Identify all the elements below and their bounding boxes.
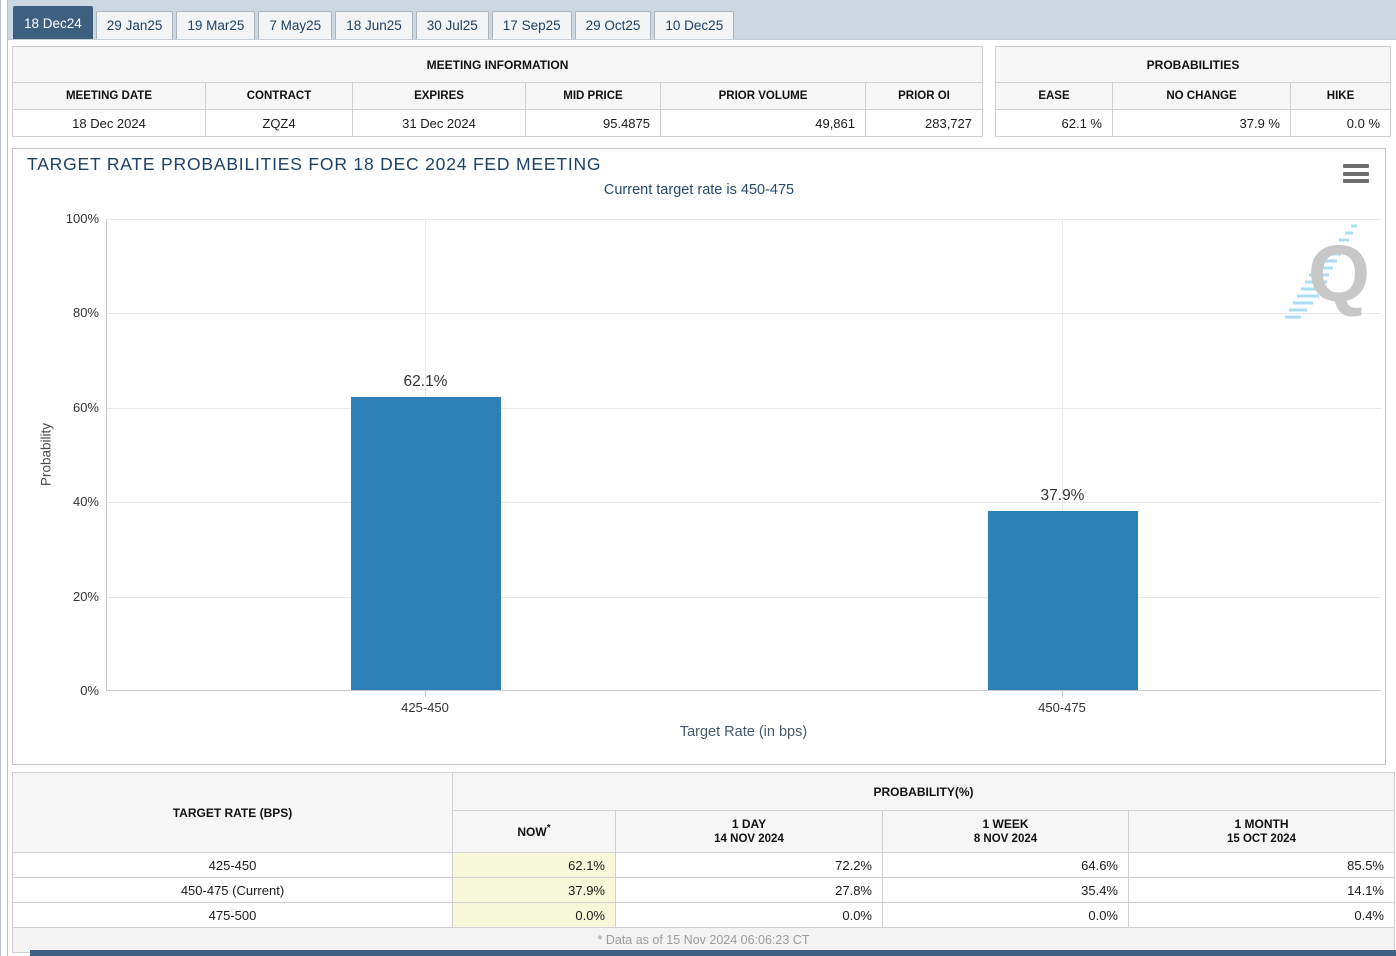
col-hike: HIKE xyxy=(1289,82,1392,110)
data-as-of-footnote: * Data as of 15 Nov 2024 06:06:23 CT xyxy=(12,927,1395,953)
ytick-40: 40% xyxy=(72,494,99,509)
col-1-week: 1 WEEK 8 NOV 2024 xyxy=(882,810,1129,853)
meeting-information-table: MEETING INFORMATION MEETING DATE CONTRAC… xyxy=(12,46,983,137)
ease-value: 62.1 % xyxy=(995,109,1113,137)
now-cell: 37.9% xyxy=(452,877,616,903)
chart-title: TARGET RATE PROBABILITIES FOR 18 DEC 202… xyxy=(27,154,602,174)
col-1-month: 1 MONTH 15 OCT 2024 xyxy=(1128,810,1395,853)
now-cell: 0.0% xyxy=(452,902,616,928)
xtick-425-450 xyxy=(425,691,426,697)
week-cell: 0.0% xyxy=(882,902,1129,928)
bar-425-450[interactable] xyxy=(350,397,501,690)
meeting-date-value: 18 Dec 2024 xyxy=(12,109,206,137)
tab-18-jun25[interactable]: 18 Jun25 xyxy=(335,11,413,39)
ytick-0: 0% xyxy=(80,683,99,698)
bar-label-425-450: 62.1% xyxy=(403,373,448,390)
no-change-value: 37.9 % xyxy=(1112,109,1291,137)
probabilities-header: PROBABILITIES xyxy=(994,46,1392,83)
bar-group-450-475: 37.9% xyxy=(987,487,1138,690)
ytick-60: 60% xyxy=(72,400,99,415)
probability-history-table: TARGET RATE (BPS) PROBABILITY(%) NOW* 1 … xyxy=(12,772,1395,953)
month-cell: 14.1% xyxy=(1128,877,1395,903)
bar-group-425-450: 62.1% xyxy=(350,373,501,690)
rate-cell: 475-500 xyxy=(12,902,453,928)
chart-menu-icon[interactable] xyxy=(1343,164,1369,183)
vgridline-450-475 xyxy=(1061,219,1063,690)
probability-pct-header: PROBABILITY(%) xyxy=(452,772,1395,811)
quikstrike-watermark-icon: Q xyxy=(1285,224,1370,319)
probabilities-table: PROBABILITIES EASE NO CHANGE HIKE 62.1 %… xyxy=(994,46,1392,137)
table-row: 425-450 62.1% 72.2% 64.6% 85.5% xyxy=(12,852,1395,878)
prior-volume-value: 49,861 xyxy=(660,109,866,137)
ytick-100: 100% xyxy=(65,211,99,226)
ytick-80: 80% xyxy=(72,305,99,320)
day-cell: 72.2% xyxy=(615,852,883,878)
tab-30-jul25[interactable]: 30 Jul25 xyxy=(415,11,489,39)
mid-price-value: 95.4875 xyxy=(525,109,661,137)
xtick-label-450-475: 450-475 xyxy=(1038,700,1086,715)
tab-18-dec24[interactable]: 18 Dec24 xyxy=(13,6,93,39)
col-now: NOW* xyxy=(452,810,616,853)
gridline-20 xyxy=(107,597,1381,598)
col-target-rate-bps: TARGET RATE (BPS) xyxy=(12,772,453,853)
meeting-date-tabbar: 18 Dec24 29 Jan25 19 Mar25 7 May25 18 Ju… xyxy=(8,0,1396,40)
plot-area: 62.1% 37.9% xyxy=(106,219,1381,691)
left-inner-line xyxy=(7,0,8,956)
gridline-40 xyxy=(107,502,1381,503)
bar-450-475[interactable] xyxy=(987,511,1138,690)
now-cell: 62.1% xyxy=(452,852,616,878)
chart-subtitle: Current target rate is 450-475 xyxy=(603,182,795,198)
y-axis-title: Probability xyxy=(38,422,54,487)
bar-label-450-475: 37.9% xyxy=(1040,487,1085,504)
week-cell: 64.6% xyxy=(882,852,1129,878)
gridline-60 xyxy=(107,408,1381,409)
col-prior-volume: PRIOR VOLUME xyxy=(660,82,866,110)
gridline-100 xyxy=(107,219,1381,220)
col-expires: EXPIRES xyxy=(352,82,526,110)
x-axis-title: Target Rate (in bps) xyxy=(679,724,808,740)
tab-19-mar25[interactable]: 19 Mar25 xyxy=(176,11,256,39)
tab-7-may25[interactable]: 7 May25 xyxy=(258,11,333,39)
table-row: 475-500 0.0% 0.0% 0.0% 0.4% xyxy=(12,902,1395,928)
target-rate-chart-panel: TARGET RATE PROBABILITIES FOR 18 DEC 202… xyxy=(12,148,1386,765)
day-cell: 27.8% xyxy=(615,877,883,903)
contract-value: ZQZ4 xyxy=(205,109,353,137)
xtick-450-475 xyxy=(1062,691,1063,697)
day-cell: 0.0% xyxy=(615,902,883,928)
col-contract: CONTRACT xyxy=(205,82,353,110)
tab-10-dec25[interactable]: 10 Dec25 xyxy=(654,11,735,39)
ytick-20: 20% xyxy=(72,589,99,604)
col-no-change: NO CHANGE xyxy=(1112,82,1291,110)
table-row: 450-475 (Current) 37.9% 27.8% 35.4% 14.1… xyxy=(12,877,1395,903)
rate-cell: 425-450 xyxy=(12,852,453,878)
svg-text:Q: Q xyxy=(1308,229,1370,318)
tab-29-oct25[interactable]: 29 Oct25 xyxy=(574,11,652,39)
xtick-label-425-450: 425-450 xyxy=(401,700,449,715)
prior-oi-value: 283,727 xyxy=(865,109,983,137)
col-prior-oi: PRIOR OI xyxy=(865,82,983,110)
month-cell: 0.4% xyxy=(1128,902,1395,928)
left-border-line xyxy=(0,0,1,956)
expires-value: 31 Dec 2024 xyxy=(352,109,526,137)
rate-cell: 450-475 (Current) xyxy=(12,877,453,903)
meeting-information-header: MEETING INFORMATION xyxy=(12,46,983,83)
hike-value: 0.0 % xyxy=(1289,109,1392,137)
col-1-day: 1 DAY 14 NOV 2024 xyxy=(615,810,883,853)
tab-29-jan25[interactable]: 29 Jan25 xyxy=(95,11,174,39)
col-mid-price: MID PRICE xyxy=(525,82,661,110)
col-meeting-date: MEETING DATE xyxy=(12,82,206,110)
tab-17-sep25[interactable]: 17 Sep25 xyxy=(491,11,572,39)
col-ease: EASE xyxy=(995,82,1113,110)
bottom-blue-strip xyxy=(30,950,1396,956)
month-cell: 85.5% xyxy=(1128,852,1395,878)
week-cell: 35.4% xyxy=(882,877,1129,903)
gridline-80 xyxy=(107,313,1381,314)
now-asterisk: * xyxy=(546,823,551,834)
